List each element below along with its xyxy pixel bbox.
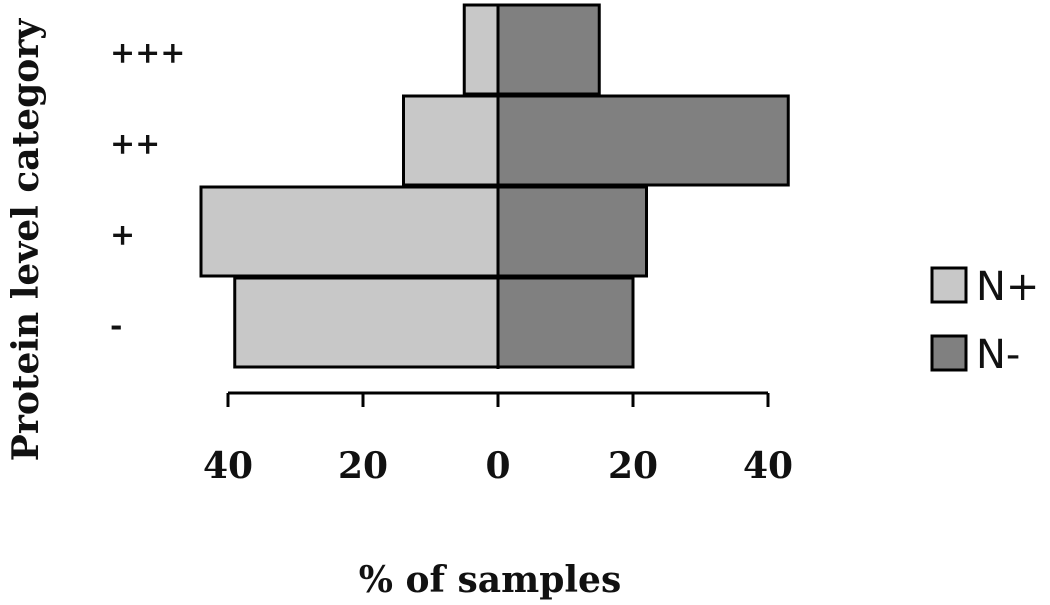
bar-n-plus-2 (199, 185, 500, 278)
legend-swatch-n-plus (930, 266, 968, 304)
bar-n-minus-3 (496, 276, 635, 369)
category-labels: ++++++- (110, 36, 185, 344)
bar-n-plus-0 (462, 3, 500, 96)
bar-n-minus-1 (496, 94, 790, 187)
bar-n-minus-0 (496, 3, 601, 96)
category-label: + (110, 218, 135, 253)
bar-n-plus-3 (233, 276, 500, 369)
y-axis-title: Protein level category (5, 18, 47, 462)
legend-swatch-n-minus (930, 334, 968, 372)
legend: N+ N- (930, 264, 1039, 378)
category-label: - (110, 309, 122, 344)
category-label: +++ (110, 36, 185, 71)
x-tick-label: 0 (485, 445, 510, 487)
category-label: ++ (110, 127, 160, 162)
bar-n-minus-2 (496, 185, 648, 278)
legend-label-n-minus: N- (976, 332, 1020, 378)
x-tick-label: 20 (338, 445, 388, 487)
x-tick-label: 40 (743, 445, 793, 487)
legend-label-n-plus: N+ (976, 264, 1039, 310)
x-axis-title: % of samples (359, 559, 621, 601)
x-tick-label: 40 (203, 445, 253, 487)
bars-group (199, 3, 790, 369)
x-tick-label: 20 (608, 445, 658, 487)
x-axis: 40 20 0 20 40 (203, 391, 793, 487)
bar-n-plus-1 (402, 94, 500, 187)
